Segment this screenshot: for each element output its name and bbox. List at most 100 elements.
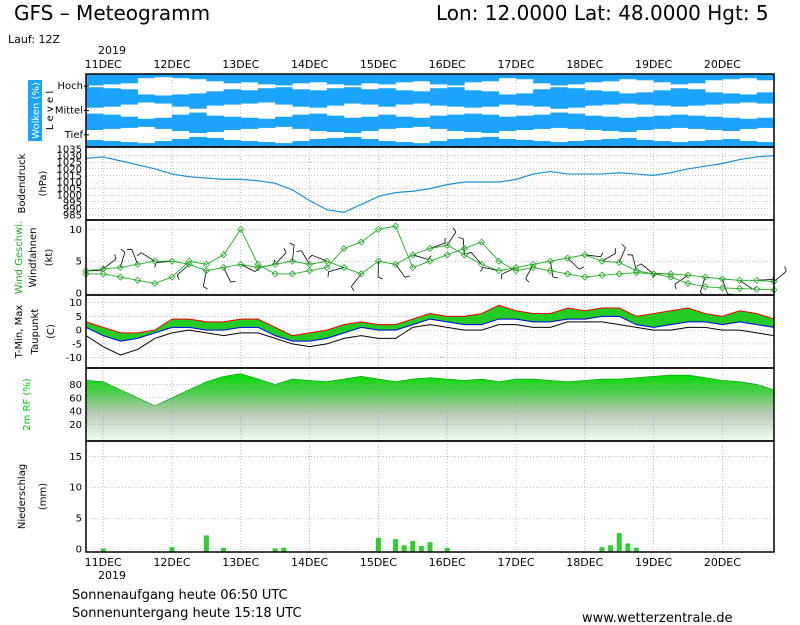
cloud-cell: [275, 143, 293, 148]
wind-barb-flag: [101, 265, 105, 271]
cloud-cell: [275, 122, 293, 127]
cloud-cell: [292, 89, 310, 99]
tmin-line: [85, 315, 775, 342]
wind-barb: [470, 252, 482, 265]
panel-frame: [85, 440, 775, 553]
y-tick-label: 1010: [57, 178, 82, 189]
cloud-cell: [395, 74, 414, 83]
cloud-cell: [258, 88, 276, 99]
cloud-cell: [688, 89, 706, 99]
cloud-cell: [550, 87, 568, 99]
wind-speed-point: [306, 260, 314, 268]
cloud-cell: [275, 98, 293, 105]
wind-barb-flag: [203, 286, 208, 290]
wind-speed-point: [736, 284, 744, 293]
wind-ylabel: Wind Geschwi.: [14, 221, 25, 294]
cloud-bg: [86, 74, 774, 147]
cloud-cell: [464, 137, 482, 148]
wind-barb-flag: [283, 247, 287, 253]
cloud-cell: [189, 112, 207, 123]
wind-barb-flag: [289, 242, 295, 246]
wind-speed-point: [392, 260, 400, 268]
wind-speed-point: [168, 257, 176, 265]
wind-speed-point: [495, 257, 503, 265]
wind-barb: [102, 258, 117, 270]
y-tick-label: 1030: [57, 151, 82, 162]
y-tick-label: 1020: [57, 164, 82, 175]
y-tick-label: 1015: [57, 171, 82, 182]
sunset-text: Sonnenuntergang heute 15:18 UTC: [72, 606, 302, 621]
cloud-cell: [412, 122, 431, 127]
wind-speed-point: [546, 267, 554, 275]
wind-barb-flag: [600, 252, 604, 257]
wind-speed-point: [340, 263, 348, 272]
precip-bar: [418, 545, 424, 552]
cloud-cell: [516, 122, 534, 130]
wind-speed-point: [357, 270, 365, 278]
humidity-area: [85, 373, 775, 442]
cloud-cell: [137, 122, 156, 127]
wind-speed-point: [718, 284, 726, 292]
wind-speed-point: [202, 267, 210, 275]
precip-bar: [410, 540, 416, 552]
cloud-cell: [550, 74, 568, 86]
cloud-level-label: Hoch: [58, 81, 83, 92]
wind-barb-flag: [621, 243, 626, 249]
cloud-cell: [223, 116, 242, 123]
precip-bar: [427, 542, 433, 552]
cloud-cell: [756, 74, 775, 81]
date-label-top: 18DEC: [566, 58, 603, 71]
cloud-cell: [447, 114, 465, 123]
cloud-cell: [756, 92, 775, 99]
panel-frame: [85, 146, 775, 221]
cloud-cell: [550, 122, 568, 128]
cloud-cell: [688, 122, 706, 129]
cloud-cell: [498, 122, 517, 131]
cloud-cell: [705, 122, 723, 130]
wind-speed-point: [392, 222, 400, 230]
cloud-cell: [602, 91, 620, 99]
cloud-cell: [395, 142, 414, 148]
cloud-cell: [120, 74, 138, 84]
cloud-cell: [498, 74, 517, 79]
cloud-cell: [602, 74, 620, 82]
date-label-top: 15DEC: [360, 58, 397, 71]
cloud-cell: [103, 74, 121, 85]
cloud-cell: [567, 88, 586, 99]
precip-bar: [281, 547, 287, 552]
site-link[interactable]: www.wetterzentrale.de: [582, 611, 732, 625]
cloud-cell: [430, 115, 448, 123]
cloud-cell: [378, 88, 396, 99]
date-label-top: 14DEC: [291, 58, 328, 71]
temperature-panel: -10 -5 0 5 10 T-Min, Max Taupunkt (C): [14, 295, 775, 368]
cloud-cell: [653, 74, 672, 83]
cloud-ylabel: Wolken (%): [31, 82, 42, 139]
precip-bar: [608, 545, 614, 552]
cloud-cell: [292, 74, 310, 84]
cloud-cell: [567, 98, 586, 108]
wind-speed-point: [116, 273, 124, 281]
cloud-cell: [653, 122, 672, 129]
wind-barb: [739, 279, 754, 290]
cloud-cell: [309, 122, 328, 131]
cloud-cell: [103, 122, 121, 129]
cloud-cell: [481, 114, 500, 123]
wind-speed-point: [529, 260, 537, 268]
cloud-cell: [430, 74, 448, 85]
cloud-cell: [137, 94, 156, 99]
wind-speed-point: [581, 273, 589, 281]
wind-barb-flag: [351, 286, 355, 292]
wind-speed-point: [564, 270, 572, 278]
wind-speed-point: [753, 285, 761, 293]
cloud-cell: [395, 90, 414, 99]
cloud-cell: [223, 98, 242, 105]
cloud-cell: [206, 74, 224, 82]
cloud-cell: [533, 98, 551, 107]
cloud-cell: [344, 87, 362, 99]
cloud-cell: [636, 122, 654, 130]
cloud-cell: [361, 138, 379, 148]
cloud-cell: [240, 98, 259, 104]
wind-barb: [301, 250, 310, 265]
precip-bar: [625, 543, 631, 552]
cloud-cell: [481, 98, 500, 107]
